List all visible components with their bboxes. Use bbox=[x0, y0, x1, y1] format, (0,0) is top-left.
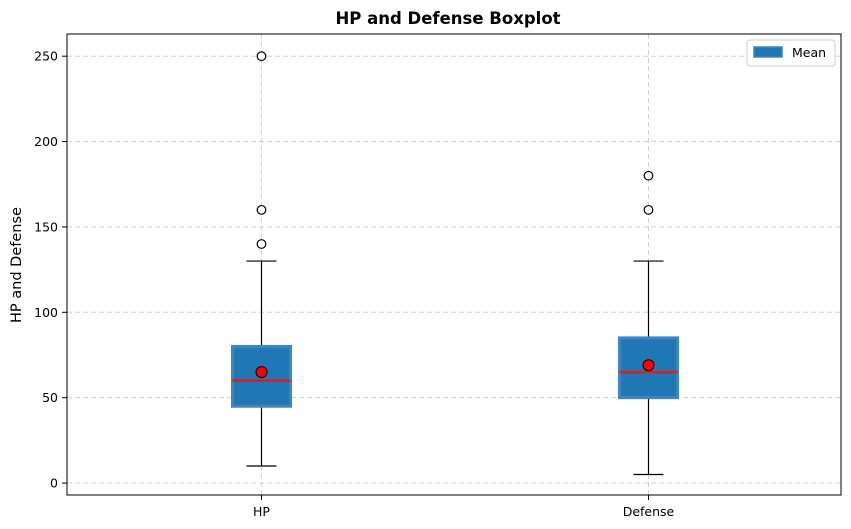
legend: Mean bbox=[746, 39, 836, 67]
mean-marker bbox=[642, 359, 655, 372]
y-axis-label: HP and Defense bbox=[9, 207, 25, 323]
x-tick-label: Defense bbox=[623, 504, 675, 519]
outlier-point bbox=[256, 204, 267, 215]
legend-label-mean: Mean bbox=[792, 45, 826, 60]
x-axis-ticks: HP Defense bbox=[253, 495, 675, 519]
box-hp bbox=[231, 51, 292, 467]
y-tick-label: 150 bbox=[34, 219, 58, 234]
outlier-point bbox=[643, 204, 654, 215]
y-tick-label: 50 bbox=[42, 390, 58, 405]
y-tick-label: 100 bbox=[34, 305, 58, 320]
outlier-point bbox=[256, 239, 267, 249]
plot-frame bbox=[66, 33, 842, 496]
outlier-point bbox=[256, 51, 267, 62]
y-tick-label: 250 bbox=[34, 49, 58, 64]
box-defense bbox=[618, 170, 679, 476]
chart-title: HP and Defense Boxplot bbox=[335, 9, 560, 28]
grid-lines bbox=[67, 34, 841, 495]
boxes bbox=[231, 51, 679, 476]
iqr-box bbox=[618, 336, 679, 400]
y-axis-ticks: 0 50 100 150 200 250 bbox=[34, 49, 67, 491]
legend-swatch-mean bbox=[753, 46, 783, 58]
outlier-point bbox=[643, 170, 654, 181]
mean-marker bbox=[255, 366, 268, 379]
y-tick-label: 0 bbox=[50, 476, 58, 491]
x-tick-label: HP bbox=[253, 504, 270, 519]
y-tick-label: 200 bbox=[34, 134, 58, 149]
